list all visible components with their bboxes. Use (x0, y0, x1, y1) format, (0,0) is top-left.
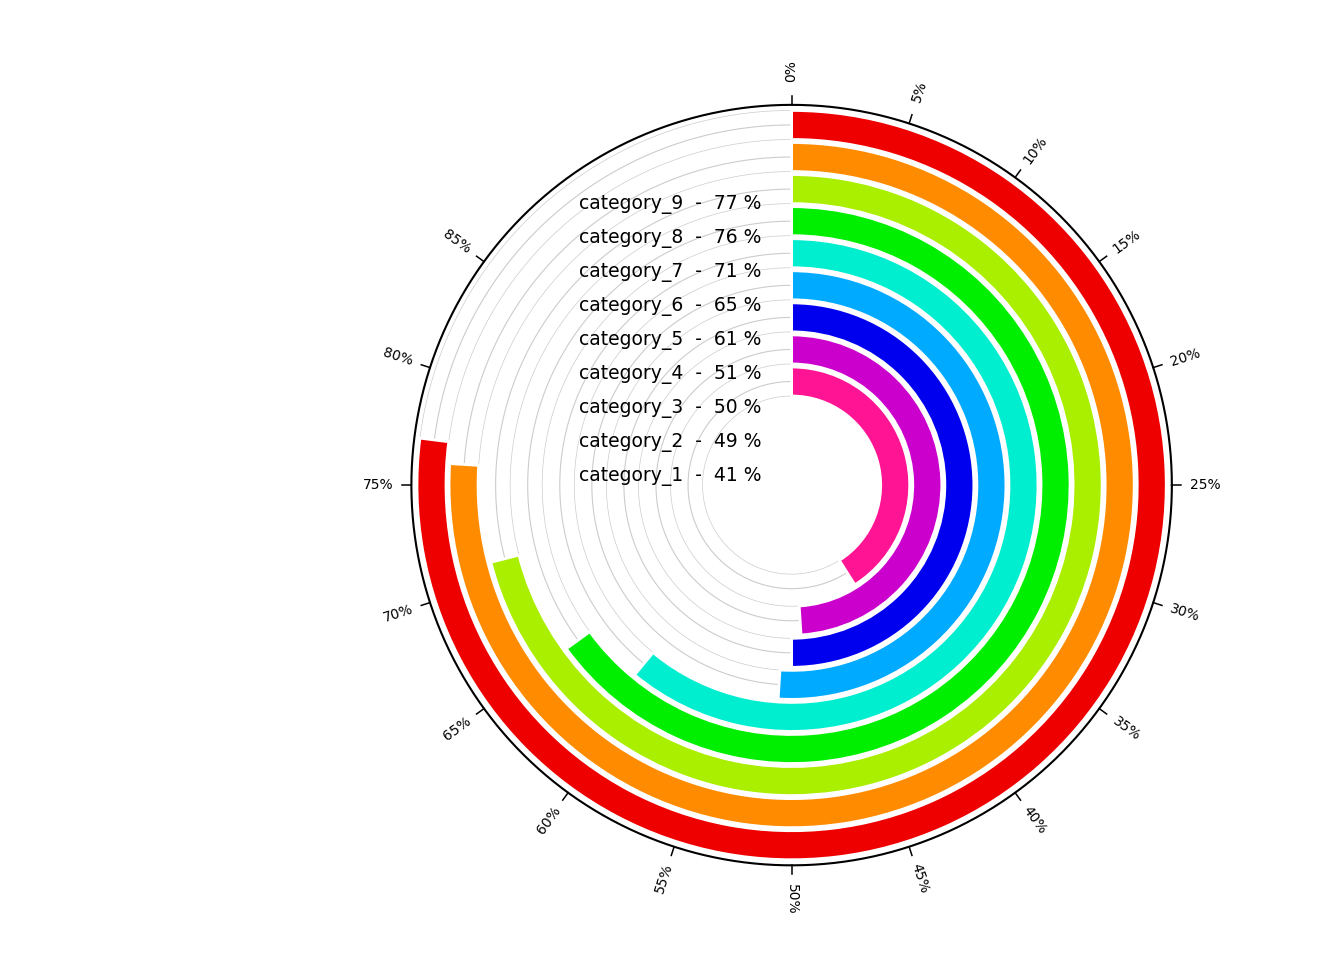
Text: category_9  -  77 %: category_9 - 77 % (579, 195, 761, 214)
Text: category_8  -  76 %: category_8 - 76 % (579, 228, 761, 248)
Text: category_7  -  71 %: category_7 - 71 % (579, 263, 761, 282)
Wedge shape (566, 206, 1070, 763)
Text: 25%: 25% (1191, 478, 1220, 492)
Text: 35%: 35% (1110, 713, 1142, 743)
Wedge shape (792, 335, 942, 635)
Text: 85%: 85% (441, 228, 473, 256)
Text: 70%: 70% (382, 602, 415, 624)
Text: 15%: 15% (1110, 228, 1142, 256)
Text: 20%: 20% (1168, 346, 1202, 369)
Text: category_3  -  50 %: category_3 - 50 % (579, 399, 761, 419)
Text: 65%: 65% (441, 713, 473, 743)
Wedge shape (491, 175, 1102, 796)
Wedge shape (792, 302, 974, 667)
Text: 80%: 80% (382, 346, 415, 369)
Text: category_1  -  41 %: category_1 - 41 % (578, 468, 761, 487)
Text: category_4  -  51 %: category_4 - 51 % (578, 365, 761, 384)
Text: 60%: 60% (534, 804, 563, 836)
Wedge shape (417, 110, 1167, 860)
Text: 45%: 45% (909, 862, 931, 896)
Text: 40%: 40% (1020, 804, 1050, 836)
Wedge shape (634, 239, 1038, 732)
Wedge shape (792, 367, 910, 585)
Text: category_6  -  65 %: category_6 - 65 % (579, 297, 761, 316)
Text: 30%: 30% (1168, 602, 1202, 624)
Text: 5%: 5% (910, 79, 930, 104)
Text: 10%: 10% (1020, 133, 1050, 167)
Text: 50%: 50% (785, 883, 798, 914)
Wedge shape (778, 271, 1005, 700)
Text: category_2  -  49 %: category_2 - 49 % (578, 433, 761, 452)
Text: category_5  -  61 %: category_5 - 61 % (579, 331, 761, 350)
Wedge shape (449, 142, 1134, 828)
Text: 75%: 75% (363, 478, 392, 492)
Text: 0%: 0% (785, 60, 798, 83)
Text: 55%: 55% (652, 862, 675, 896)
